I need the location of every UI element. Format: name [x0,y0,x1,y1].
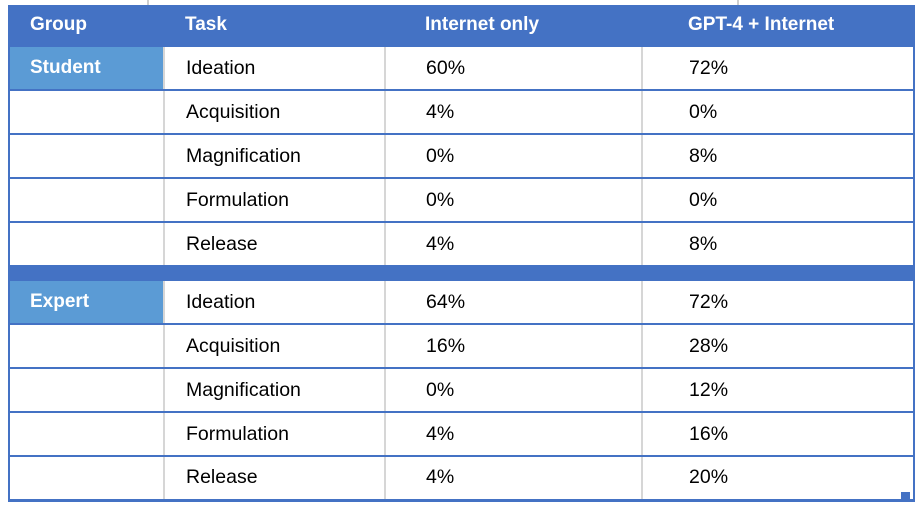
task-cell: Magnification [163,133,385,179]
internet-only-value: 4% [384,221,642,267]
gpt4-internet-value: 28% [641,323,914,369]
group-cell-empty [9,455,164,501]
gpt4-internet-value: 72% [641,45,914,91]
gpt4-internet-value: 0% [641,89,914,135]
section-separator-band [9,265,914,281]
task-cell: Formulation [163,411,385,457]
table-row: Release 4% 20% [9,455,914,501]
task-cell: Magnification [163,367,385,413]
column-header-task: Task [164,5,385,46]
internet-only-value: 4% [384,411,642,457]
group-cell-empty [9,411,164,457]
group-cell-empty [9,367,164,413]
internet-only-value: 16% [384,323,642,369]
column-header-internet-only: Internet only [385,5,642,46]
gpt4-internet-value: 0% [641,177,914,223]
task-cell: Acquisition [163,89,385,135]
gpt4-internet-value: 8% [641,133,914,179]
task-cell: Ideation [163,279,385,325]
column-header-gpt4-internet: GPT-4 + Internet [642,5,914,46]
table-resize-handle[interactable] [901,492,910,501]
internet-only-value: 0% [384,177,642,223]
results-table: Group Task Internet only GPT-4 + Interne… [8,5,915,502]
table-row: Expert Ideation 64% 72% [9,279,914,325]
table-row: Magnification 0% 12% [9,367,914,413]
internet-only-value: 0% [384,367,642,413]
task-cell: Ideation [163,45,385,91]
table-row: Formulation 0% 0% [9,177,914,223]
group-cell-student: Student [9,45,164,91]
table-row: Release 4% 8% [9,221,914,267]
gpt4-internet-value: 16% [641,411,914,457]
table-row: Formulation 4% 16% [9,411,914,457]
group-cell-empty [9,323,164,369]
group-cell-expert: Expert [9,279,164,325]
internet-only-value: 64% [384,279,642,325]
table-row: Student Ideation 60% 72% [9,45,914,91]
gpt4-internet-value: 72% [641,279,914,325]
internet-only-value: 4% [384,455,642,501]
internet-only-value: 60% [384,45,642,91]
gpt4-internet-value: 12% [641,367,914,413]
group-cell-empty [9,177,164,223]
task-cell: Formulation [163,177,385,223]
table-row: Acquisition 16% 28% [9,323,914,369]
task-cell: Release [163,221,385,267]
header-row: Group Task Internet only GPT-4 + Interne… [9,5,914,46]
internet-only-value: 0% [384,133,642,179]
gpt4-internet-value: 8% [641,221,914,267]
table-row: Acquisition 4% 0% [9,89,914,135]
task-cell: Release [163,455,385,501]
internet-only-value: 4% [384,89,642,135]
gpt4-internet-value: 20% [641,455,914,501]
group-cell-empty [9,89,164,135]
column-header-group: Group [9,5,164,46]
grid-tick [147,0,149,5]
task-cell: Acquisition [163,323,385,369]
group-cell-empty [9,221,164,267]
group-cell-empty [9,133,164,179]
table-row: Magnification 0% 8% [9,133,914,179]
grid-tick [737,0,739,5]
